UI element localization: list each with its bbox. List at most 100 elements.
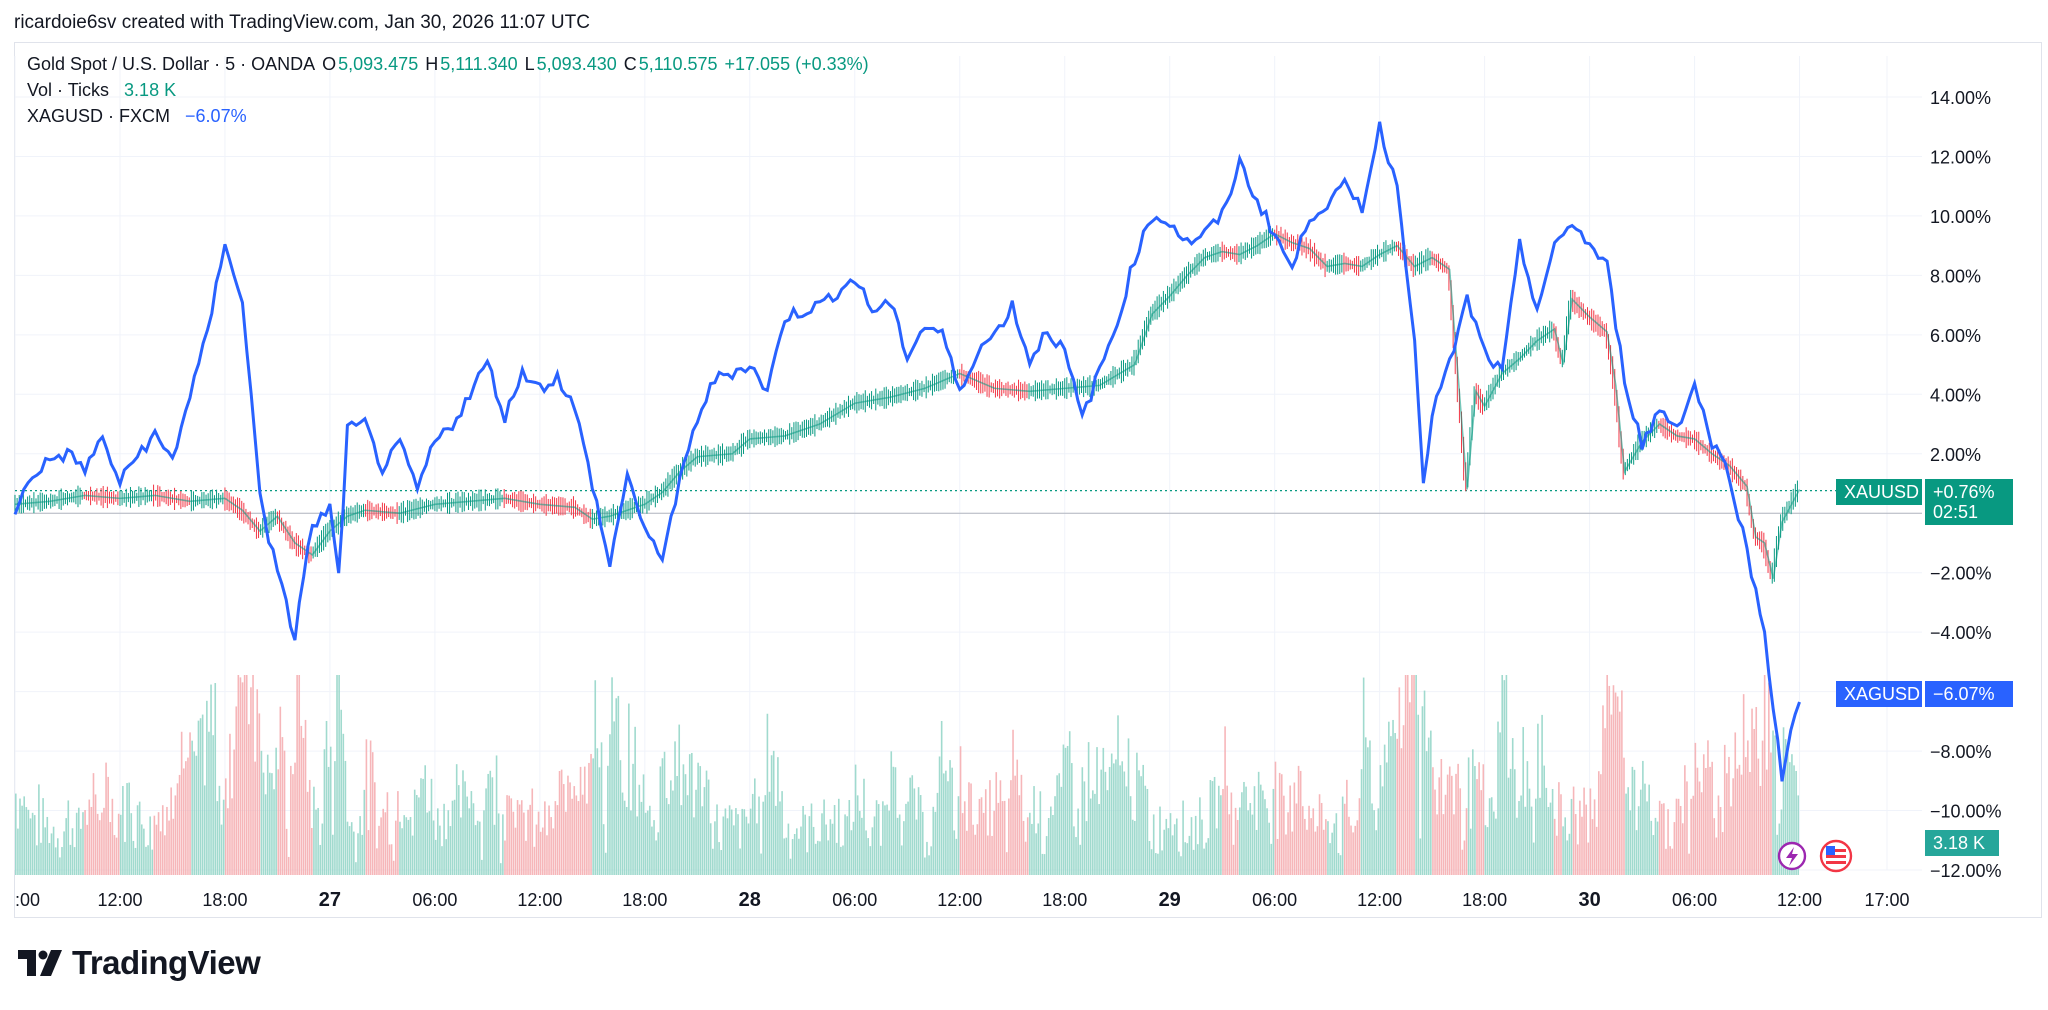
volume-bar: [512, 811, 515, 875]
volume-bar: [1188, 835, 1191, 875]
volume-bar: [235, 706, 238, 875]
volume-bar: [220, 824, 223, 875]
volume-bar: [149, 816, 151, 875]
volume-bar: [1182, 800, 1184, 875]
volume-bar: [1732, 778, 1734, 875]
volume-bar: [392, 860, 395, 875]
volume-bar: [621, 792, 624, 875]
volume-bar: [978, 798, 981, 875]
volume-bar: [646, 810, 649, 875]
volume-bar: [1516, 817, 1518, 875]
volume-bar: [1169, 813, 1172, 875]
x-tick-label: 06:00: [832, 890, 877, 910]
volume-bar: [1606, 675, 1608, 875]
volume-bar: [470, 791, 473, 875]
volume-bar: [155, 824, 158, 875]
volume-bar: [1562, 826, 1564, 875]
volume-bar: [682, 764, 685, 875]
volume-bar: [122, 785, 124, 875]
volume-bar: [1690, 798, 1692, 875]
volume-bar: [77, 807, 80, 875]
volume-bar: [138, 801, 141, 875]
volume-bar: [968, 782, 970, 875]
volume-bar: [730, 809, 733, 875]
volume-bar: [390, 844, 393, 875]
volume-bar: [1316, 826, 1319, 875]
volume-bar: [588, 762, 590, 875]
volume-bar: [1394, 733, 1396, 875]
volume-bar: [562, 784, 565, 875]
lightning-icon[interactable]: [1786, 847, 1798, 866]
volume-bar: [1404, 675, 1407, 875]
volume-bar: [1774, 735, 1776, 875]
volume-bar: [287, 856, 290, 875]
volume-bar: [575, 795, 578, 875]
volume-bar: [346, 821, 349, 875]
volume-bar: [1360, 769, 1363, 875]
volume-bar: [1696, 767, 1699, 875]
volume-bar: [1110, 753, 1113, 875]
volume-bar: [1539, 797, 1541, 875]
volume-bar: [795, 828, 798, 875]
volume-bar: [1719, 807, 1722, 875]
volume-bar: [625, 806, 628, 875]
volume-bar: [1026, 817, 1029, 875]
volume-bar: [835, 842, 838, 875]
volume-bar: [940, 720, 943, 875]
volume-bar: [957, 796, 960, 875]
volume-bar: [1501, 675, 1504, 875]
volume-bar: [1593, 799, 1596, 875]
volume-bar: [1751, 708, 1753, 875]
volume-bar: [1675, 798, 1678, 875]
volume-bar: [1165, 818, 1168, 875]
volume-bar: [961, 813, 964, 875]
compare-label[interactable]: XAGUSD · FXCM: [27, 106, 171, 126]
volume-bar: [325, 720, 328, 875]
volume-bar: [1570, 798, 1573, 875]
countdown-tag: 02:51: [1925, 499, 2013, 525]
volume-bar: [1430, 730, 1432, 875]
volume-bar: [1150, 849, 1153, 875]
volume-bar: [445, 839, 447, 875]
volume-bar: [1071, 763, 1073, 875]
tradingview-logo[interactable]: TradingView: [18, 944, 261, 982]
y-tick-label: 12.00%: [1930, 147, 1991, 167]
volume-bar: [642, 774, 645, 875]
volume-bar: [455, 764, 458, 875]
volume-bar: [19, 798, 21, 875]
volume-bar: [260, 750, 263, 875]
volume-bar: [1173, 824, 1176, 875]
volume-bar: [816, 840, 819, 875]
chart-canvas[interactable]: 14.00%12.00%10.00%8.00%6.00%4.00%2.00%0.…: [0, 0, 2048, 920]
volume-bar: [1354, 825, 1357, 875]
volume-bar: [1217, 785, 1220, 875]
volume-bar: [993, 810, 995, 875]
volume-bar: [1178, 851, 1180, 875]
volume-bar: [1702, 754, 1705, 875]
volume-bar: [1761, 740, 1764, 875]
volume-bar: [1709, 766, 1711, 875]
volume-bar: [1597, 771, 1600, 875]
volume-bar: [1329, 843, 1331, 875]
volume-bar: [747, 823, 750, 875]
volume-label[interactable]: Vol · Ticks: [27, 80, 110, 100]
volume-bar: [1721, 832, 1724, 875]
volume-bar: [1335, 813, 1338, 875]
y-tick-label: 14.00%: [1930, 88, 1991, 108]
symbol-title[interactable]: Gold Spot / U.S. Dollar · 5 · OANDA: [27, 54, 316, 74]
volume-bar: [50, 833, 53, 875]
volume-bar: [157, 812, 160, 875]
volume-bar: [1140, 776, 1142, 875]
x-tick-label: 29: [1159, 889, 1181, 911]
volume-bar: [1791, 754, 1793, 875]
volume-bar: [1274, 761, 1277, 875]
volume-bar: [1358, 798, 1361, 875]
volume-bar: [1299, 770, 1302, 875]
volume-bar: [1532, 842, 1535, 875]
volume-bar: [105, 762, 107, 875]
volume-bar: [1621, 690, 1623, 875]
y-tick-label: −12.00%: [1930, 861, 2002, 881]
volume-bar: [1423, 690, 1426, 875]
volume-bar: [1249, 803, 1252, 875]
volume-bar: [1509, 768, 1512, 875]
